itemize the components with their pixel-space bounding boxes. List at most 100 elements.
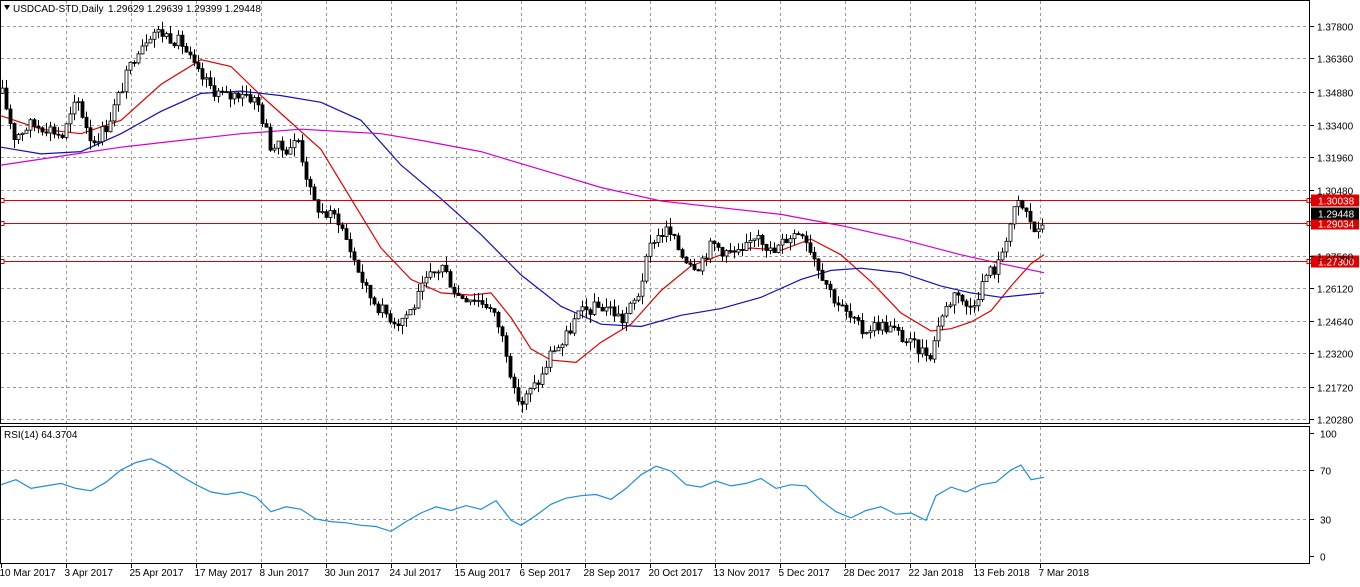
candle-body (12, 123, 17, 141)
candle-body (212, 85, 217, 97)
candle-body (672, 233, 677, 236)
price-tick-label: 1.23200 (1317, 350, 1354, 361)
candle-body (40, 127, 45, 133)
level-handle-left[interactable] (0, 259, 5, 264)
moving-averages-layer (0, 59, 1045, 364)
candle-body (768, 247, 773, 251)
candle-body (492, 308, 497, 313)
candle-body (800, 234, 805, 237)
candle-body (640, 280, 645, 297)
candle-body (848, 311, 853, 318)
frame-layer (0, 0, 1310, 564)
candle-body (64, 123, 69, 138)
candle-body (932, 340, 937, 360)
candle-body (348, 238, 353, 253)
candle-body (140, 45, 145, 55)
candle-body (404, 314, 409, 319)
candle-body (864, 332, 869, 335)
date-tick-label: 30 Jun 2017 (325, 568, 380, 579)
candle-body (656, 234, 661, 243)
candle-body (328, 210, 333, 218)
candle-body (196, 62, 201, 70)
date-tick-label: 24 Jul 2017 (390, 568, 442, 579)
candle-body (636, 295, 641, 301)
rsi-label: RSI(14) 64.3704 (4, 430, 78, 441)
candle-body (216, 90, 221, 97)
date-tick-label: 10 Mar 2017 (0, 568, 56, 579)
candle-body (652, 242, 657, 244)
candle-body (392, 321, 397, 325)
candle-body (920, 347, 925, 355)
candle-body (776, 244, 781, 253)
candle-body (4, 87, 9, 110)
candle-body (316, 199, 321, 213)
candle-body (408, 308, 413, 316)
candle-body (496, 311, 501, 328)
candle-body (712, 240, 717, 245)
candle-body (996, 259, 1001, 275)
candle-body (464, 298, 469, 303)
candle-body (724, 250, 729, 257)
candle-body (520, 400, 525, 405)
main-pane-frame (0, 0, 1310, 424)
candle-body (972, 305, 977, 308)
candle-body (812, 251, 817, 260)
price-level-tag-label: 1.29034 (1318, 220, 1355, 231)
candle-body (28, 119, 33, 131)
candle-body (820, 269, 825, 281)
candle-body (252, 97, 257, 103)
candle-body (32, 119, 37, 127)
candle-body (176, 34, 181, 47)
candle-body (200, 68, 205, 80)
candle-body (304, 161, 309, 180)
candle-body (760, 234, 765, 245)
date-tick-label: 13 Nov 2017 (714, 568, 771, 579)
date-tick-label: 22 Jan 2018 (909, 568, 964, 579)
rsi-tick-label: 70 (1320, 467, 1332, 478)
candle-body (664, 226, 669, 237)
candle-body (732, 250, 737, 253)
candle-body (128, 62, 133, 71)
candle-body (588, 309, 593, 315)
candle-body (136, 53, 141, 64)
candle-body (284, 149, 289, 155)
candle-body (808, 242, 813, 253)
rsi-tick-label: 100 (1320, 430, 1337, 441)
candle-body (516, 387, 521, 402)
candle-body (616, 313, 621, 317)
ma-line-ma-fast (0, 59, 1045, 364)
candle-body (420, 282, 425, 292)
price-tick-label: 1.27560 (1317, 253, 1354, 264)
candle-body (428, 271, 433, 278)
candle-body (1028, 210, 1033, 223)
price-tick-label: 1.34880 (1317, 89, 1354, 100)
dropdown-triangle-icon[interactable] (4, 5, 10, 10)
candle-body (700, 257, 705, 272)
candle-body (552, 350, 557, 353)
candle-body (628, 302, 633, 314)
candle-body (740, 248, 745, 251)
candle-body (44, 131, 49, 134)
candle-body (412, 307, 417, 310)
candle-body (980, 281, 985, 300)
candle-body (244, 93, 249, 96)
candle-body (704, 257, 709, 260)
candle-body (780, 238, 785, 246)
candle-body (544, 366, 549, 375)
candle-body (460, 295, 465, 299)
level-handle-left[interactable] (0, 221, 5, 226)
date-tick-label: 17 May 2017 (195, 568, 253, 579)
grid-layer (1, 1, 1310, 564)
candle-body (1000, 251, 1005, 261)
level-handle-left[interactable] (0, 198, 5, 203)
candle-body (772, 247, 777, 253)
candle-body (1040, 224, 1045, 230)
candle-body (60, 134, 65, 138)
date-tick-label: 28 Sep 2017 (584, 568, 641, 579)
candle-body (344, 228, 349, 240)
candle-body (312, 186, 317, 201)
candle-body (352, 251, 357, 261)
candle-body (340, 224, 345, 229)
horizontal-lines-layer[interactable]: 1.30038 1.29034 1.27300 (0, 194, 1359, 269)
